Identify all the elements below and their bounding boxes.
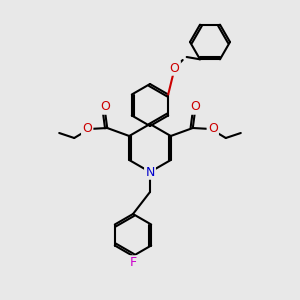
Text: F: F <box>129 256 137 269</box>
Text: O: O <box>170 61 180 74</box>
Text: O: O <box>190 100 200 113</box>
Text: N: N <box>145 166 155 178</box>
Text: O: O <box>208 122 218 134</box>
Text: O: O <box>82 122 92 134</box>
Text: O: O <box>100 100 110 113</box>
